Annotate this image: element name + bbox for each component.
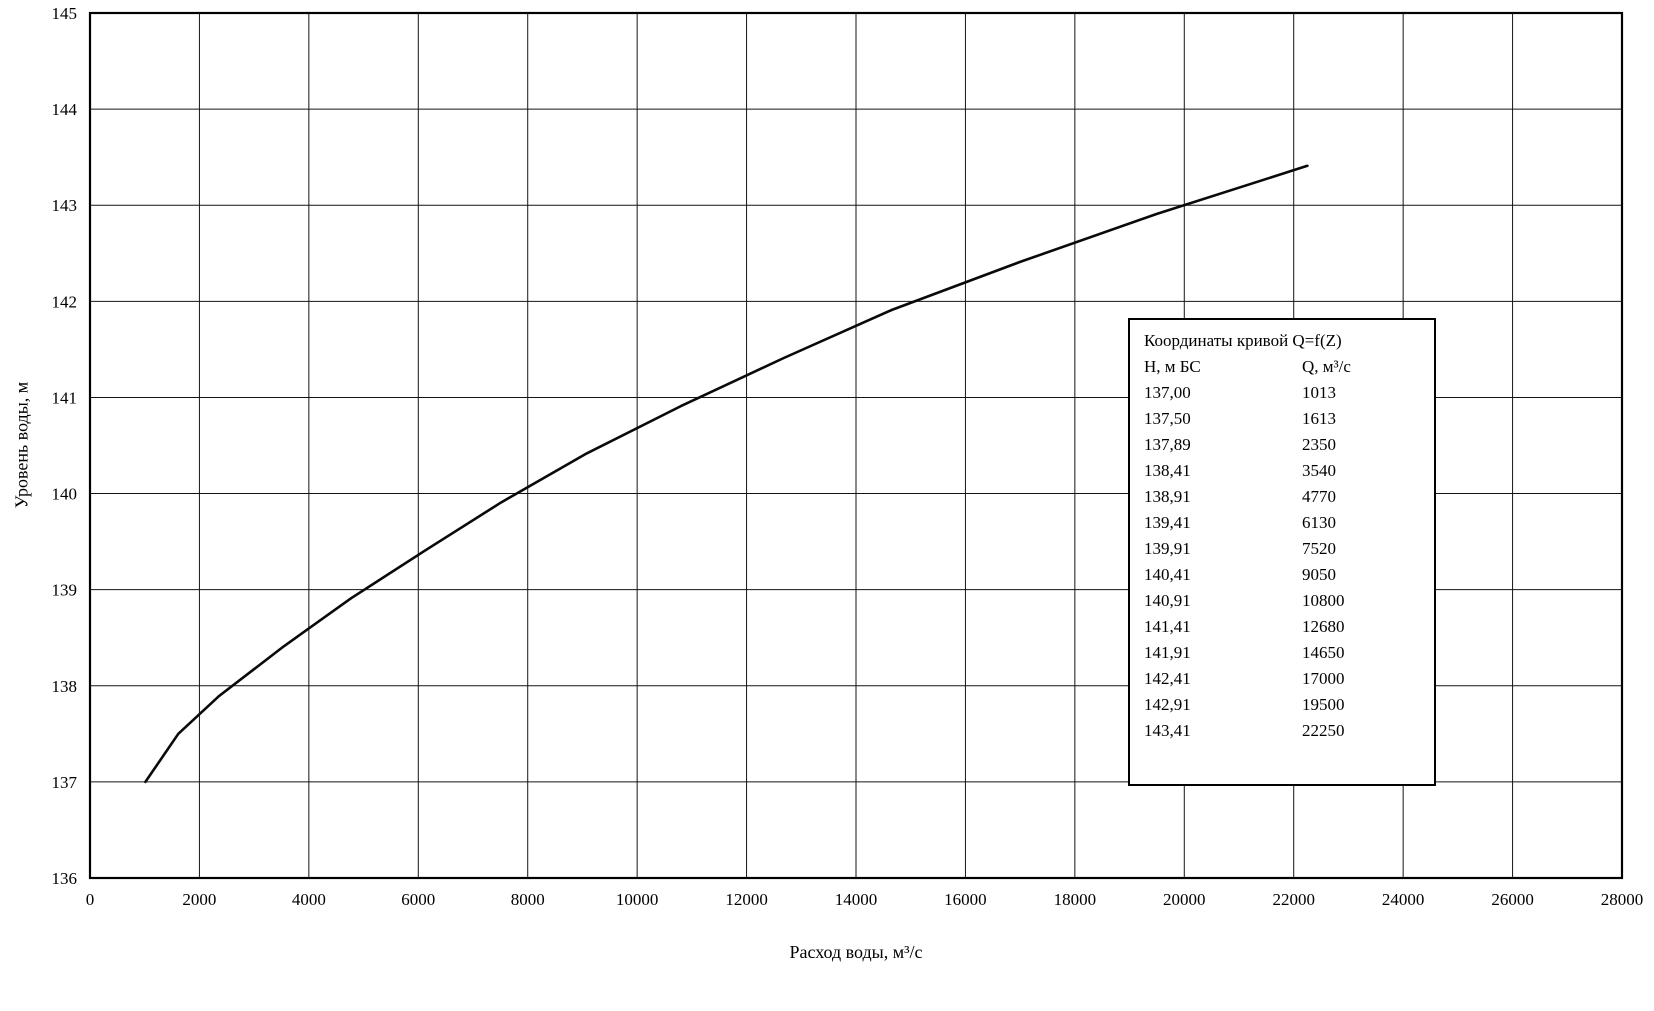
legend-row: 141,91 14650	[1144, 640, 1434, 666]
legend-h-value: 138,41	[1144, 461, 1191, 480]
legend-q-value: 9050	[1302, 565, 1336, 584]
legend-h-value: 139,41	[1144, 513, 1191, 532]
legend-q-value: 4770	[1302, 487, 1336, 506]
x-tick-label: 10000	[616, 890, 659, 909]
legend-q-value: 1613	[1302, 409, 1336, 428]
legend-h-value: 142,41	[1144, 669, 1191, 688]
y-tick-label: 138	[52, 677, 78, 696]
legend-column-h: Н, м БС	[1144, 357, 1201, 376]
x-tick-label: 18000	[1054, 890, 1097, 909]
legend-row: 143,41 22250	[1144, 718, 1434, 744]
x-tick-label: 2000	[182, 890, 216, 909]
legend-row: 139,91 7520	[1144, 536, 1434, 562]
legend-rows: 137,00 1013 137,50 1613 137,89 2350 138,41 3540…	[1144, 380, 1434, 744]
legend-h-value: 142,91	[1144, 695, 1191, 714]
legend-q-value: 19500	[1302, 695, 1345, 714]
legend-row: 138,41 3540	[1144, 458, 1434, 484]
legend-h-value: 140,91	[1144, 591, 1191, 610]
y-tick-label: 140	[52, 485, 78, 504]
plot-border	[88, 11, 1624, 880]
x-tick-label: 4000	[292, 890, 326, 909]
x-tick-label: 28000	[1601, 890, 1644, 909]
legend-row: 138,91 4770	[1144, 484, 1434, 510]
x-tick-label: 24000	[1382, 890, 1425, 909]
x-axis-title: Расход воды, м³/с	[789, 942, 923, 962]
legend-table: Координаты кривой Q=f(Z) Н, м БС Q, м³/с…	[1128, 318, 1436, 786]
rating-curve	[144, 164, 1309, 784]
x-tick-label: 22000	[1272, 890, 1315, 909]
legend-row: 141,41 12680	[1144, 614, 1434, 640]
legend-q-value: 12680	[1302, 617, 1345, 636]
legend-row: 137,50 1613	[1144, 406, 1434, 432]
legend-h-value: 140,41	[1144, 565, 1191, 584]
y-tick-label: 144	[52, 100, 78, 119]
legend-row: 137,89 2350	[1144, 432, 1434, 458]
x-tick-label: 26000	[1491, 890, 1534, 909]
legend-row: 137,00 1013	[1144, 380, 1434, 406]
legend-q-value: 1013	[1302, 383, 1336, 402]
y-axis-title: Уровень воды, м	[11, 381, 32, 509]
legend-column-q: Q, м³/с	[1302, 357, 1351, 376]
legend-row: 140,41 9050	[1144, 562, 1434, 588]
legend-h-value: 141,41	[1144, 617, 1191, 636]
legend-h-value: 137,50	[1144, 409, 1191, 428]
legend-h-value: 139,91	[1144, 539, 1191, 558]
x-tick-label: 16000	[944, 890, 987, 909]
legend-q-value: 17000	[1302, 669, 1345, 688]
legend-h-value: 138,91	[1144, 487, 1191, 506]
legend-q-value: 2350	[1302, 435, 1336, 454]
legend-title: Координаты кривой Q=f(Z)	[1144, 331, 1342, 350]
y-tick-label: 142	[52, 292, 78, 311]
legend-q-value: 22250	[1302, 721, 1345, 740]
x-tick-label: 14000	[835, 890, 878, 909]
x-tick-label: 6000	[401, 890, 435, 909]
legend-h-value: 137,00	[1144, 383, 1191, 402]
x-tick-label: 12000	[725, 890, 768, 909]
y-tick-label: 145	[52, 4, 78, 23]
legend-row: 140,91 10800	[1144, 588, 1434, 614]
y-tick-label: 139	[52, 581, 78, 600]
legend-q-value: 3540	[1302, 461, 1336, 480]
y-tick-label: 136	[52, 869, 78, 888]
legend-row: 142,91 19500	[1144, 692, 1434, 718]
legend-row: 142,41 17000	[1144, 666, 1434, 692]
x-tick-label: 8000	[511, 890, 545, 909]
legend-q-value: 10800	[1302, 591, 1345, 610]
legend-h-value: 137,89	[1144, 435, 1191, 454]
y-tick-label: 137	[52, 773, 78, 792]
legend-row: 139,41 6130	[1144, 510, 1434, 536]
legend-header: Н, м БС Q, м³/с	[1144, 354, 1434, 380]
legend-q-value: 14650	[1302, 643, 1345, 662]
legend-q-value: 6130	[1302, 513, 1336, 532]
legend-h-value: 141,91	[1144, 643, 1191, 662]
x-tick-label: 20000	[1163, 890, 1206, 909]
x-tick-label: 0	[86, 890, 95, 909]
y-tick-label: 143	[52, 196, 78, 215]
legend-q-value: 7520	[1302, 539, 1336, 558]
y-tick-label: 141	[52, 388, 78, 407]
legend-h-value: 143,41	[1144, 721, 1191, 740]
